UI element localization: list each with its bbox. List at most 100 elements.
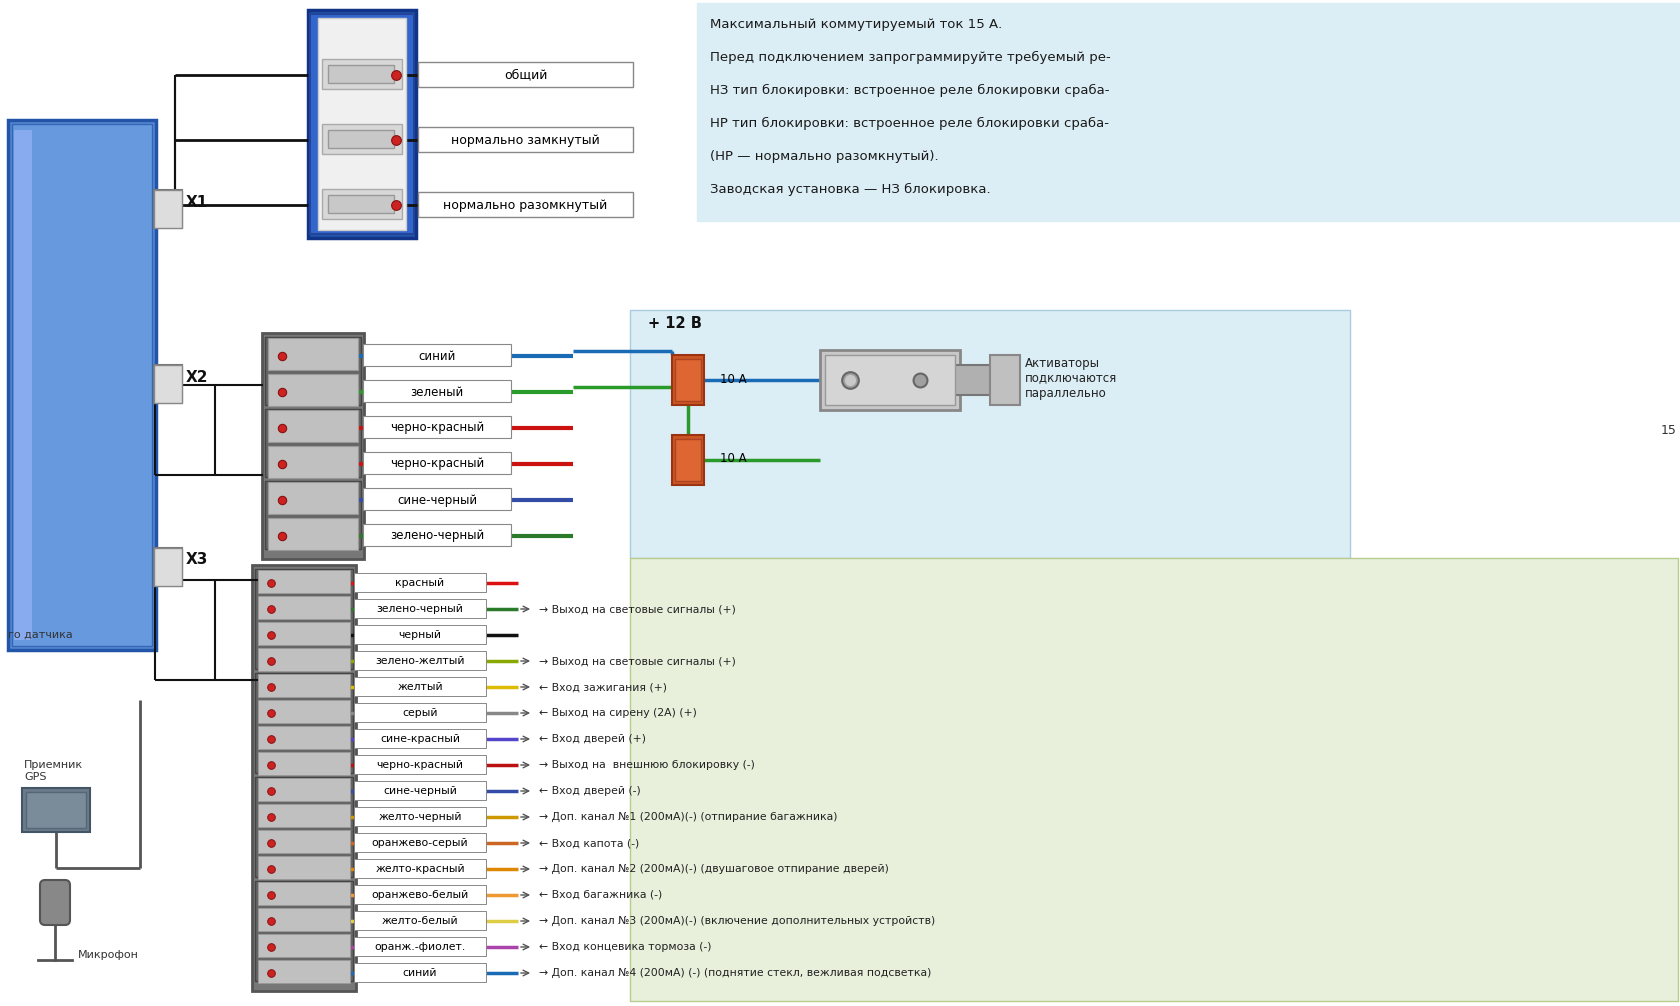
Text: Микрофон: Микрофон — [77, 950, 139, 960]
Bar — [257, 778, 349, 801]
Bar — [363, 380, 511, 402]
Text: ← Выход на сирену (2А) (+): ← Выход на сирену (2А) (+) — [539, 708, 697, 718]
Bar — [257, 648, 349, 671]
Text: синий: синий — [403, 968, 437, 978]
Text: + 12 В: + 12 В — [647, 316, 702, 331]
Bar — [257, 752, 349, 775]
Text: Заводская установка — НЗ блокировка.: Заводская установка — НЗ блокировка. — [709, 183, 990, 196]
Text: 10 А: 10 А — [719, 372, 746, 385]
Bar — [257, 726, 349, 749]
Bar — [672, 355, 704, 405]
Text: черно-красный: черно-красный — [376, 760, 464, 770]
Text: НР тип блокировки: встроенное реле блокировки сраба-: НР тип блокировки: встроенное реле блоки… — [709, 117, 1109, 130]
Bar — [257, 882, 349, 905]
Bar — [675, 359, 701, 401]
Text: синий: синий — [418, 349, 455, 362]
Bar — [255, 777, 353, 877]
Bar — [267, 482, 358, 514]
Bar — [307, 10, 415, 238]
Bar — [418, 127, 633, 152]
Text: желто-красный: желто-красный — [375, 864, 465, 874]
Text: (НР — нормально разомкнутый).: (НР — нормально разомкнутый). — [709, 150, 937, 163]
Bar — [155, 365, 181, 403]
Text: черно-красный: черно-красный — [390, 458, 484, 471]
Text: X2: X2 — [186, 369, 208, 384]
Bar — [257, 856, 349, 879]
Text: черный: черный — [398, 630, 442, 640]
Text: Активаторы
подключаются
параллельно: Активаторы подключаются параллельно — [1025, 356, 1117, 399]
Bar — [328, 65, 393, 83]
Bar — [13, 130, 32, 640]
Bar — [418, 192, 633, 217]
Bar — [267, 374, 358, 406]
Text: нормально разомкнутый: нормально разомкнутый — [444, 198, 606, 211]
Text: Приемник
GPS: Приемник GPS — [24, 760, 82, 782]
Bar — [363, 488, 511, 510]
Bar — [363, 524, 511, 546]
Bar — [354, 754, 486, 774]
Bar — [418, 62, 633, 87]
Bar — [328, 195, 393, 213]
Bar — [265, 409, 361, 477]
Bar — [354, 911, 486, 930]
Bar — [267, 518, 358, 550]
Bar — [354, 937, 486, 956]
Bar — [155, 190, 181, 228]
Bar — [257, 596, 349, 619]
Bar — [675, 439, 701, 481]
Bar — [257, 908, 349, 931]
Bar — [267, 338, 358, 370]
Text: → Выход на световые сигналы (+): → Выход на световые сигналы (+) — [539, 604, 736, 614]
Text: сине-черный: сине-черный — [396, 494, 477, 506]
Text: ← Вход капота (-): ← Вход капота (-) — [539, 838, 638, 848]
Text: желто-черный: желто-черный — [378, 812, 462, 822]
Bar — [354, 885, 486, 904]
Bar — [354, 807, 486, 826]
Text: оранж.-фиолет.: оранж.-фиолет. — [375, 942, 465, 952]
Text: сине-черный: сине-черный — [383, 786, 457, 796]
Bar — [323, 124, 402, 154]
Text: серый: серый — [402, 708, 437, 718]
Text: зелено-желтый: зелено-желтый — [375, 656, 464, 666]
Text: го датчика: го датчика — [8, 630, 72, 640]
Bar — [354, 625, 486, 644]
Text: ← Вход зажигания (+): ← Вход зажигания (+) — [539, 682, 667, 692]
Bar — [354, 729, 486, 748]
Bar — [255, 881, 353, 981]
Bar — [630, 558, 1677, 1001]
Bar — [354, 963, 486, 982]
Bar — [354, 859, 486, 878]
Bar — [255, 569, 353, 669]
Bar — [257, 570, 349, 593]
Bar — [990, 355, 1020, 405]
Bar — [949, 365, 1010, 395]
Bar — [267, 410, 358, 442]
Text: → Доп. канал №4 (200мА) (-) (поднятие стекл, вежливая подсветка): → Доп. канал №4 (200мА) (-) (поднятие ст… — [539, 968, 931, 978]
Text: желто-белый: желто-белый — [381, 916, 459, 926]
Bar — [363, 344, 511, 366]
Bar — [257, 960, 349, 983]
Bar — [354, 781, 486, 800]
Bar — [354, 677, 486, 696]
Text: → Доп. канал №1 (200мА)(-) (отпирание багажника): → Доп. канал №1 (200мА)(-) (отпирание ба… — [539, 812, 837, 822]
Bar — [354, 651, 486, 670]
Bar — [265, 481, 361, 549]
Text: зелено-черный: зелено-черный — [376, 604, 464, 614]
Text: зелено-черный: зелено-черный — [390, 529, 484, 542]
Text: красный: красный — [395, 578, 444, 588]
Text: ← Вход концевика тормоза (-): ← Вход концевика тормоза (-) — [539, 942, 711, 952]
Bar — [820, 350, 959, 410]
Bar — [257, 934, 349, 957]
Bar — [252, 565, 356, 991]
Text: 10 А: 10 А — [719, 453, 746, 466]
Text: Максимальный коммутируемый ток 15 А.: Максимальный коммутируемый ток 15 А. — [709, 18, 1001, 31]
Bar — [354, 599, 486, 618]
Bar — [328, 130, 393, 148]
Bar — [363, 416, 511, 438]
Bar — [267, 446, 358, 478]
Bar — [697, 3, 1680, 221]
Bar — [354, 833, 486, 852]
Bar — [257, 700, 349, 723]
Text: → Выход на  внешнюю блокировку (-): → Выход на внешнюю блокировку (-) — [539, 760, 754, 770]
Bar — [672, 435, 704, 485]
